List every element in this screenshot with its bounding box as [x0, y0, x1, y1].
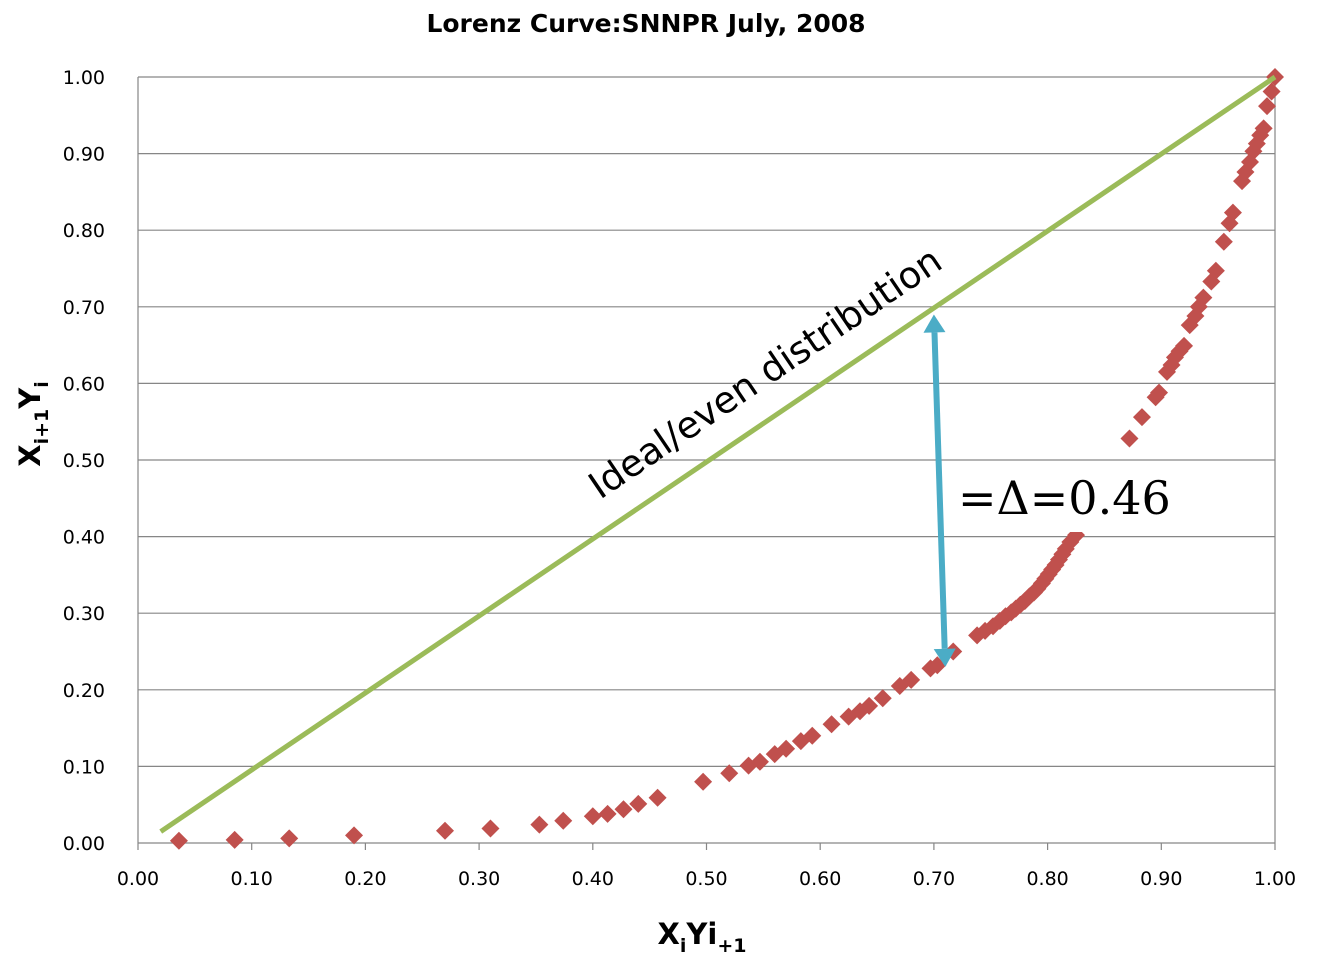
data-point: [860, 696, 879, 715]
data-points: [169, 68, 1284, 850]
y-tick-label: 0.80: [63, 220, 105, 242]
data-point: [435, 821, 454, 840]
data-point: [629, 794, 648, 813]
data-point: [902, 670, 921, 689]
y-tick-label: 0.00: [63, 833, 105, 855]
data-point: [720, 764, 739, 783]
x-tick-label: 0.70: [913, 868, 955, 890]
y-tick-label: 0.10: [63, 756, 105, 778]
data-point: [345, 826, 364, 845]
x-tick-label: 0.20: [344, 868, 386, 890]
y-tick-label: 1.00: [63, 67, 105, 89]
data-point: [1223, 203, 1242, 222]
y-tick-label: 0.60: [63, 373, 105, 395]
data-point: [1258, 97, 1277, 116]
data-point: [1262, 82, 1281, 101]
gap-label: =Δ=0.46: [958, 471, 1171, 525]
data-point: [554, 811, 573, 830]
data-point: [803, 726, 822, 745]
data-point: [873, 689, 892, 708]
y-tick-label: 0.70: [63, 297, 105, 319]
data-point: [1132, 408, 1151, 427]
gap-arrow-head-bottom: [933, 648, 956, 667]
data-point: [225, 830, 244, 849]
y-tick-label: 0.30: [63, 603, 105, 625]
gap-arrow-shaft: [931, 332, 948, 649]
data-point: [481, 819, 500, 838]
data-point: [614, 800, 633, 819]
data-point: [1194, 288, 1213, 307]
x-tick-labels: 0.00 0.10 0.20 0.30 0.40 0.50 0.60 0.70 0.80 0.90…: [117, 868, 1296, 890]
data-point: [1206, 261, 1225, 280]
data-point: [583, 807, 602, 826]
x-tick-label: 0.40: [572, 868, 614, 890]
equality-line: [159, 74, 1277, 834]
y-tick-label: 0.50: [63, 450, 105, 472]
data-point: [280, 829, 299, 848]
y-tick-label: 0.40: [63, 527, 105, 549]
x-tick-label: 0.60: [799, 868, 841, 890]
gap-label-background: [950, 462, 1194, 532]
data-point: [777, 739, 796, 758]
gap-arrow-head-top: [923, 314, 946, 333]
equality-line-label: Ideal/even distribution: [581, 239, 950, 508]
data-point: [694, 772, 713, 791]
y-axis-label: Xi+1Yi: [13, 381, 53, 467]
x-tick-label: 0.10: [231, 868, 273, 890]
x-tick-label: 0.90: [1140, 868, 1182, 890]
x-tick-label: 0.00: [117, 868, 159, 890]
x-axis-label: XiYi+1: [658, 917, 747, 954]
data-point: [1150, 383, 1169, 402]
x-tick-label: 0.30: [458, 868, 500, 890]
data-point: [530, 815, 549, 834]
chart-title: Lorenz Curve:SNNPR July, 2008: [426, 9, 865, 38]
data-point: [1214, 232, 1233, 251]
data-point: [750, 752, 769, 771]
data-point: [169, 831, 188, 850]
data-point: [648, 788, 667, 807]
y-tick-label: 0.20: [63, 680, 105, 702]
data-point: [822, 715, 841, 734]
data-point: [1120, 429, 1139, 448]
x-tick-label: 0.80: [1026, 868, 1068, 890]
data-point: [1175, 336, 1194, 355]
gap-arrow: [923, 314, 956, 667]
data-point: [598, 804, 617, 823]
y-tick-labels: 0.00 0.10 0.20 0.30 0.40 0.50 0.60 0.70 0.80 0.90…: [63, 67, 105, 855]
y-tick-label: 0.90: [63, 144, 105, 166]
x-tick-label: 1.00: [1254, 868, 1296, 890]
x-tick-label: 0.50: [685, 868, 727, 890]
data-point: [1254, 119, 1273, 138]
